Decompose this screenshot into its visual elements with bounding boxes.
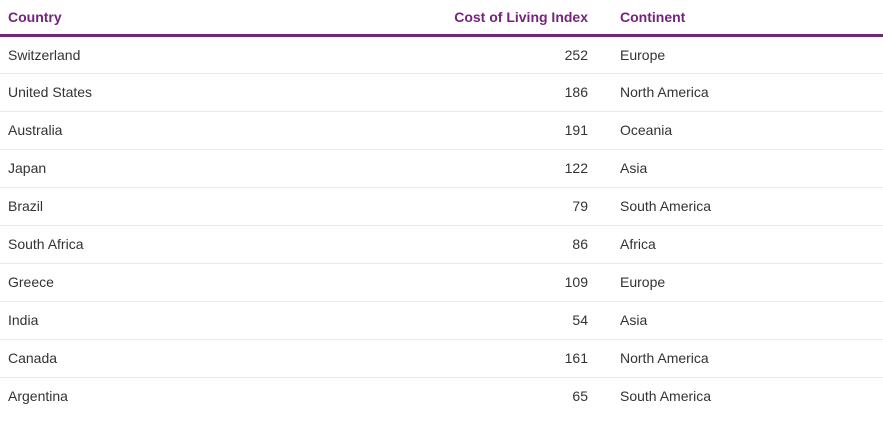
cell-cost-of-living-index: 54 (310, 301, 590, 340)
table-row: Brazil 79 South America (0, 187, 883, 226)
cell-country: United States (0, 73, 310, 112)
cell-country: Switzerland (0, 35, 310, 74)
cell-cost-of-living-index: 109 (310, 263, 590, 302)
cost-of-living-table: Country Cost of Living Index Continent S… (0, 0, 883, 415)
cell-continent: Asia (590, 301, 883, 340)
cell-continent: South America (590, 187, 883, 226)
cell-country: Brazil (0, 187, 310, 226)
table-row: Switzerland 252 Europe (0, 35, 883, 74)
cell-country: Australia (0, 111, 310, 150)
cell-cost-of-living-index: 191 (310, 111, 590, 150)
header-row: Country Cost of Living Index Continent (0, 0, 883, 37)
cell-country: India (0, 301, 310, 340)
table-row: Argentina 65 South America (0, 377, 883, 415)
cell-country: Canada (0, 339, 310, 378)
table-header: Country Cost of Living Index Continent (0, 0, 883, 37)
table-body: Switzerland 252 Europe United States 186… (0, 35, 883, 415)
cell-continent: North America (590, 339, 883, 378)
table-row: Australia 191 Oceania (0, 111, 883, 150)
cell-cost-of-living-index: 86 (310, 225, 590, 264)
cell-continent: Asia (590, 149, 883, 188)
cell-continent: North America (590, 73, 883, 112)
cell-cost-of-living-index: 161 (310, 339, 590, 378)
column-header-continent[interactable]: Continent (590, 0, 883, 37)
cell-cost-of-living-index: 65 (572, 388, 588, 405)
cell-cost-of-living-index: 79 (310, 187, 590, 226)
cell-cost-of-living-index: 122 (310, 149, 590, 188)
cell-continent: South America (620, 388, 712, 405)
cell-continent: Oceania (590, 111, 883, 150)
table-row: Canada 161 North America (0, 339, 883, 378)
column-header-cost-of-living-index[interactable]: Cost of Living Index (310, 0, 590, 37)
column-header-country[interactable]: Country (0, 0, 310, 37)
table-row: Greece 109 Europe (0, 263, 883, 302)
cell-continent: Africa (590, 225, 883, 264)
table-row: United States 186 North America (0, 73, 883, 112)
cell-country: Argentina (8, 388, 68, 405)
cell-country: Greece (0, 263, 310, 302)
table-row: India 54 Asia (0, 301, 883, 340)
cell-country: Japan (0, 149, 310, 188)
cell-country: South Africa (0, 225, 310, 264)
table-row: Japan 122 Asia (0, 149, 883, 188)
cell-continent: Europe (590, 263, 883, 302)
cell-cost-of-living-index: 252 (310, 35, 590, 74)
cell-cost-of-living-index: 186 (310, 73, 590, 112)
cell-continent: Europe (590, 35, 883, 74)
table-row: South Africa 86 Africa (0, 225, 883, 264)
